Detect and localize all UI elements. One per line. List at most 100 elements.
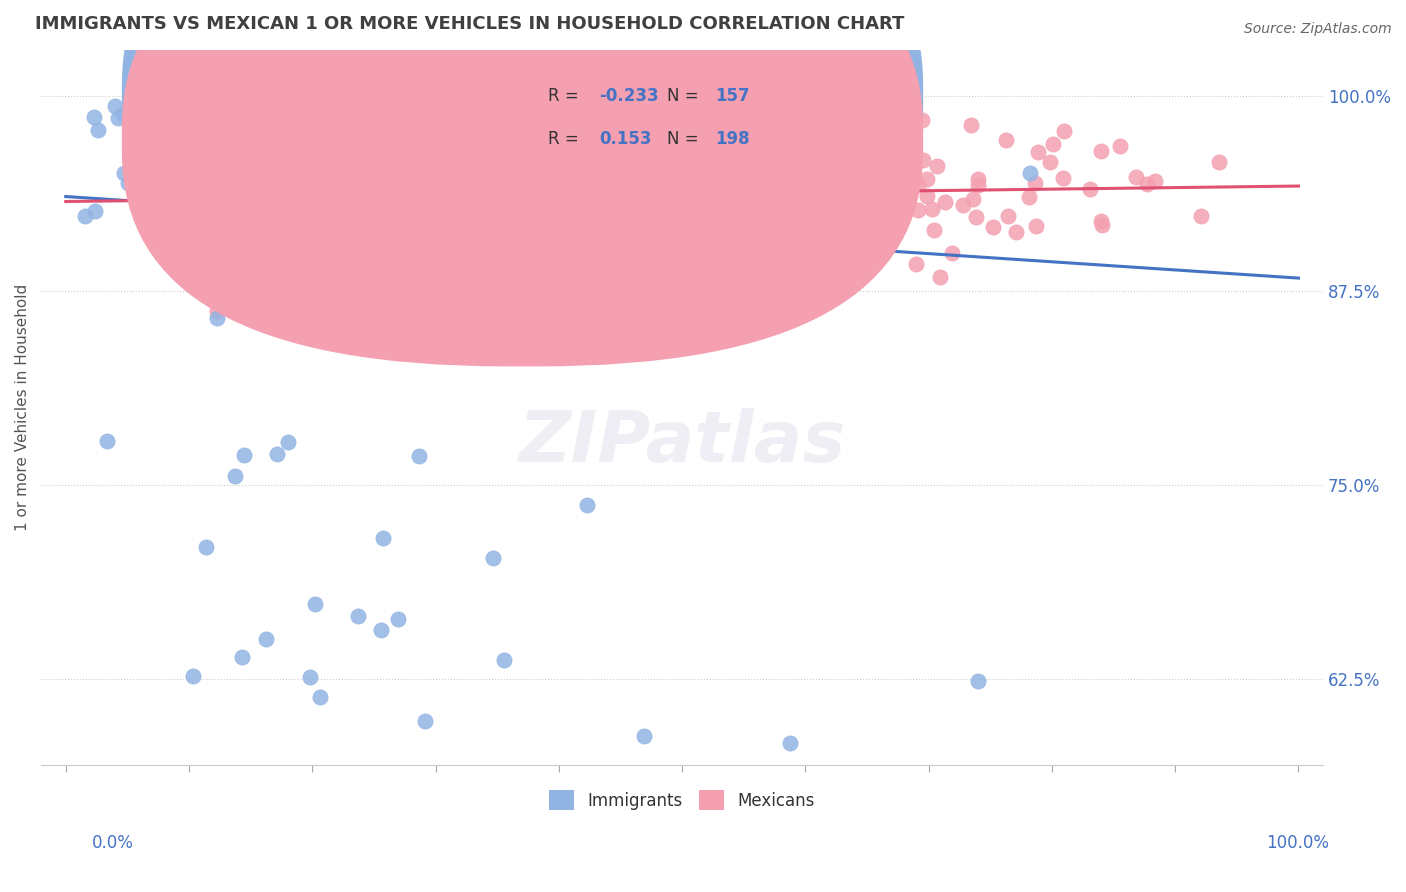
Point xyxy=(543,177,565,191)
Point xyxy=(284,184,307,198)
Point xyxy=(554,173,576,187)
Point xyxy=(73,209,96,223)
Point xyxy=(783,180,806,194)
Point xyxy=(554,166,576,180)
Point xyxy=(384,159,406,173)
Point xyxy=(994,133,1017,147)
Point xyxy=(370,623,392,637)
Point xyxy=(742,214,765,228)
Point xyxy=(359,171,381,186)
Point xyxy=(342,211,364,225)
Point xyxy=(326,99,349,113)
Point xyxy=(520,87,543,101)
Point xyxy=(441,178,464,192)
Point xyxy=(544,285,567,299)
Point xyxy=(907,178,929,193)
Point xyxy=(845,215,868,229)
Point xyxy=(208,113,231,128)
Point xyxy=(1042,136,1064,151)
Point xyxy=(770,186,793,200)
Text: 0.0%: 0.0% xyxy=(91,834,134,852)
Point xyxy=(785,207,807,221)
Point xyxy=(491,134,513,148)
Point xyxy=(911,153,934,167)
Point xyxy=(335,291,357,305)
Point xyxy=(960,118,983,132)
Point xyxy=(875,169,897,184)
Point xyxy=(364,118,387,132)
Point xyxy=(363,183,385,197)
Point xyxy=(1005,225,1028,239)
Point xyxy=(461,196,484,211)
Point xyxy=(586,197,609,211)
Point xyxy=(661,251,683,265)
Point xyxy=(612,222,634,236)
Point xyxy=(432,150,454,164)
Point xyxy=(775,141,797,155)
Point xyxy=(225,136,247,151)
Point xyxy=(664,171,686,186)
Point xyxy=(734,161,756,175)
Point xyxy=(523,184,546,198)
Point xyxy=(652,156,675,170)
Point xyxy=(197,122,219,136)
Text: IMMIGRANTS VS MEXICAN 1 OR MORE VEHICLES IN HOUSEHOLD CORRELATION CHART: IMMIGRANTS VS MEXICAN 1 OR MORE VEHICLES… xyxy=(35,15,904,33)
Point xyxy=(218,175,240,189)
Point xyxy=(373,531,395,545)
Point xyxy=(921,202,943,217)
Text: ZIPatlas: ZIPatlas xyxy=(519,409,846,477)
Point xyxy=(824,185,846,199)
Point xyxy=(676,168,699,182)
Point xyxy=(1109,139,1132,153)
Point xyxy=(1125,170,1147,185)
Point xyxy=(598,146,620,161)
Point xyxy=(893,198,915,212)
Y-axis label: 1 or more Vehicles in Household: 1 or more Vehicles in Household xyxy=(15,284,30,531)
Point xyxy=(564,150,586,164)
FancyBboxPatch shape xyxy=(471,64,842,171)
Point xyxy=(758,139,780,153)
Point xyxy=(456,168,478,182)
Text: 157: 157 xyxy=(716,87,749,105)
Point xyxy=(1189,209,1212,223)
Point xyxy=(209,155,232,169)
Text: 0.153: 0.153 xyxy=(599,130,651,148)
Point xyxy=(613,308,636,322)
Point xyxy=(716,209,738,223)
Point xyxy=(441,194,464,208)
Point xyxy=(872,202,894,216)
Point xyxy=(398,207,420,221)
Point xyxy=(229,135,252,149)
Point xyxy=(374,145,396,160)
Point xyxy=(915,172,938,186)
Point xyxy=(418,190,440,204)
Point xyxy=(644,58,666,72)
Point xyxy=(253,92,276,106)
Point xyxy=(519,256,541,270)
Point xyxy=(391,199,413,213)
Point xyxy=(720,153,742,168)
Point xyxy=(845,130,868,145)
Point xyxy=(416,58,439,72)
Point xyxy=(797,202,820,216)
Point xyxy=(786,157,808,171)
Point xyxy=(585,267,607,281)
Point xyxy=(519,191,541,205)
Point xyxy=(475,231,498,245)
Point xyxy=(494,653,516,667)
Point xyxy=(211,160,233,174)
Point xyxy=(613,158,636,172)
Point xyxy=(451,172,474,186)
Point xyxy=(332,58,354,72)
Point xyxy=(891,141,914,155)
Point xyxy=(845,174,868,188)
Point xyxy=(756,126,779,140)
Point xyxy=(588,210,610,224)
Point xyxy=(696,153,718,167)
Text: N =: N = xyxy=(666,130,703,148)
Point xyxy=(967,674,990,689)
Point xyxy=(659,273,682,287)
Point xyxy=(250,174,273,188)
Point xyxy=(309,126,332,140)
Point xyxy=(266,447,288,461)
